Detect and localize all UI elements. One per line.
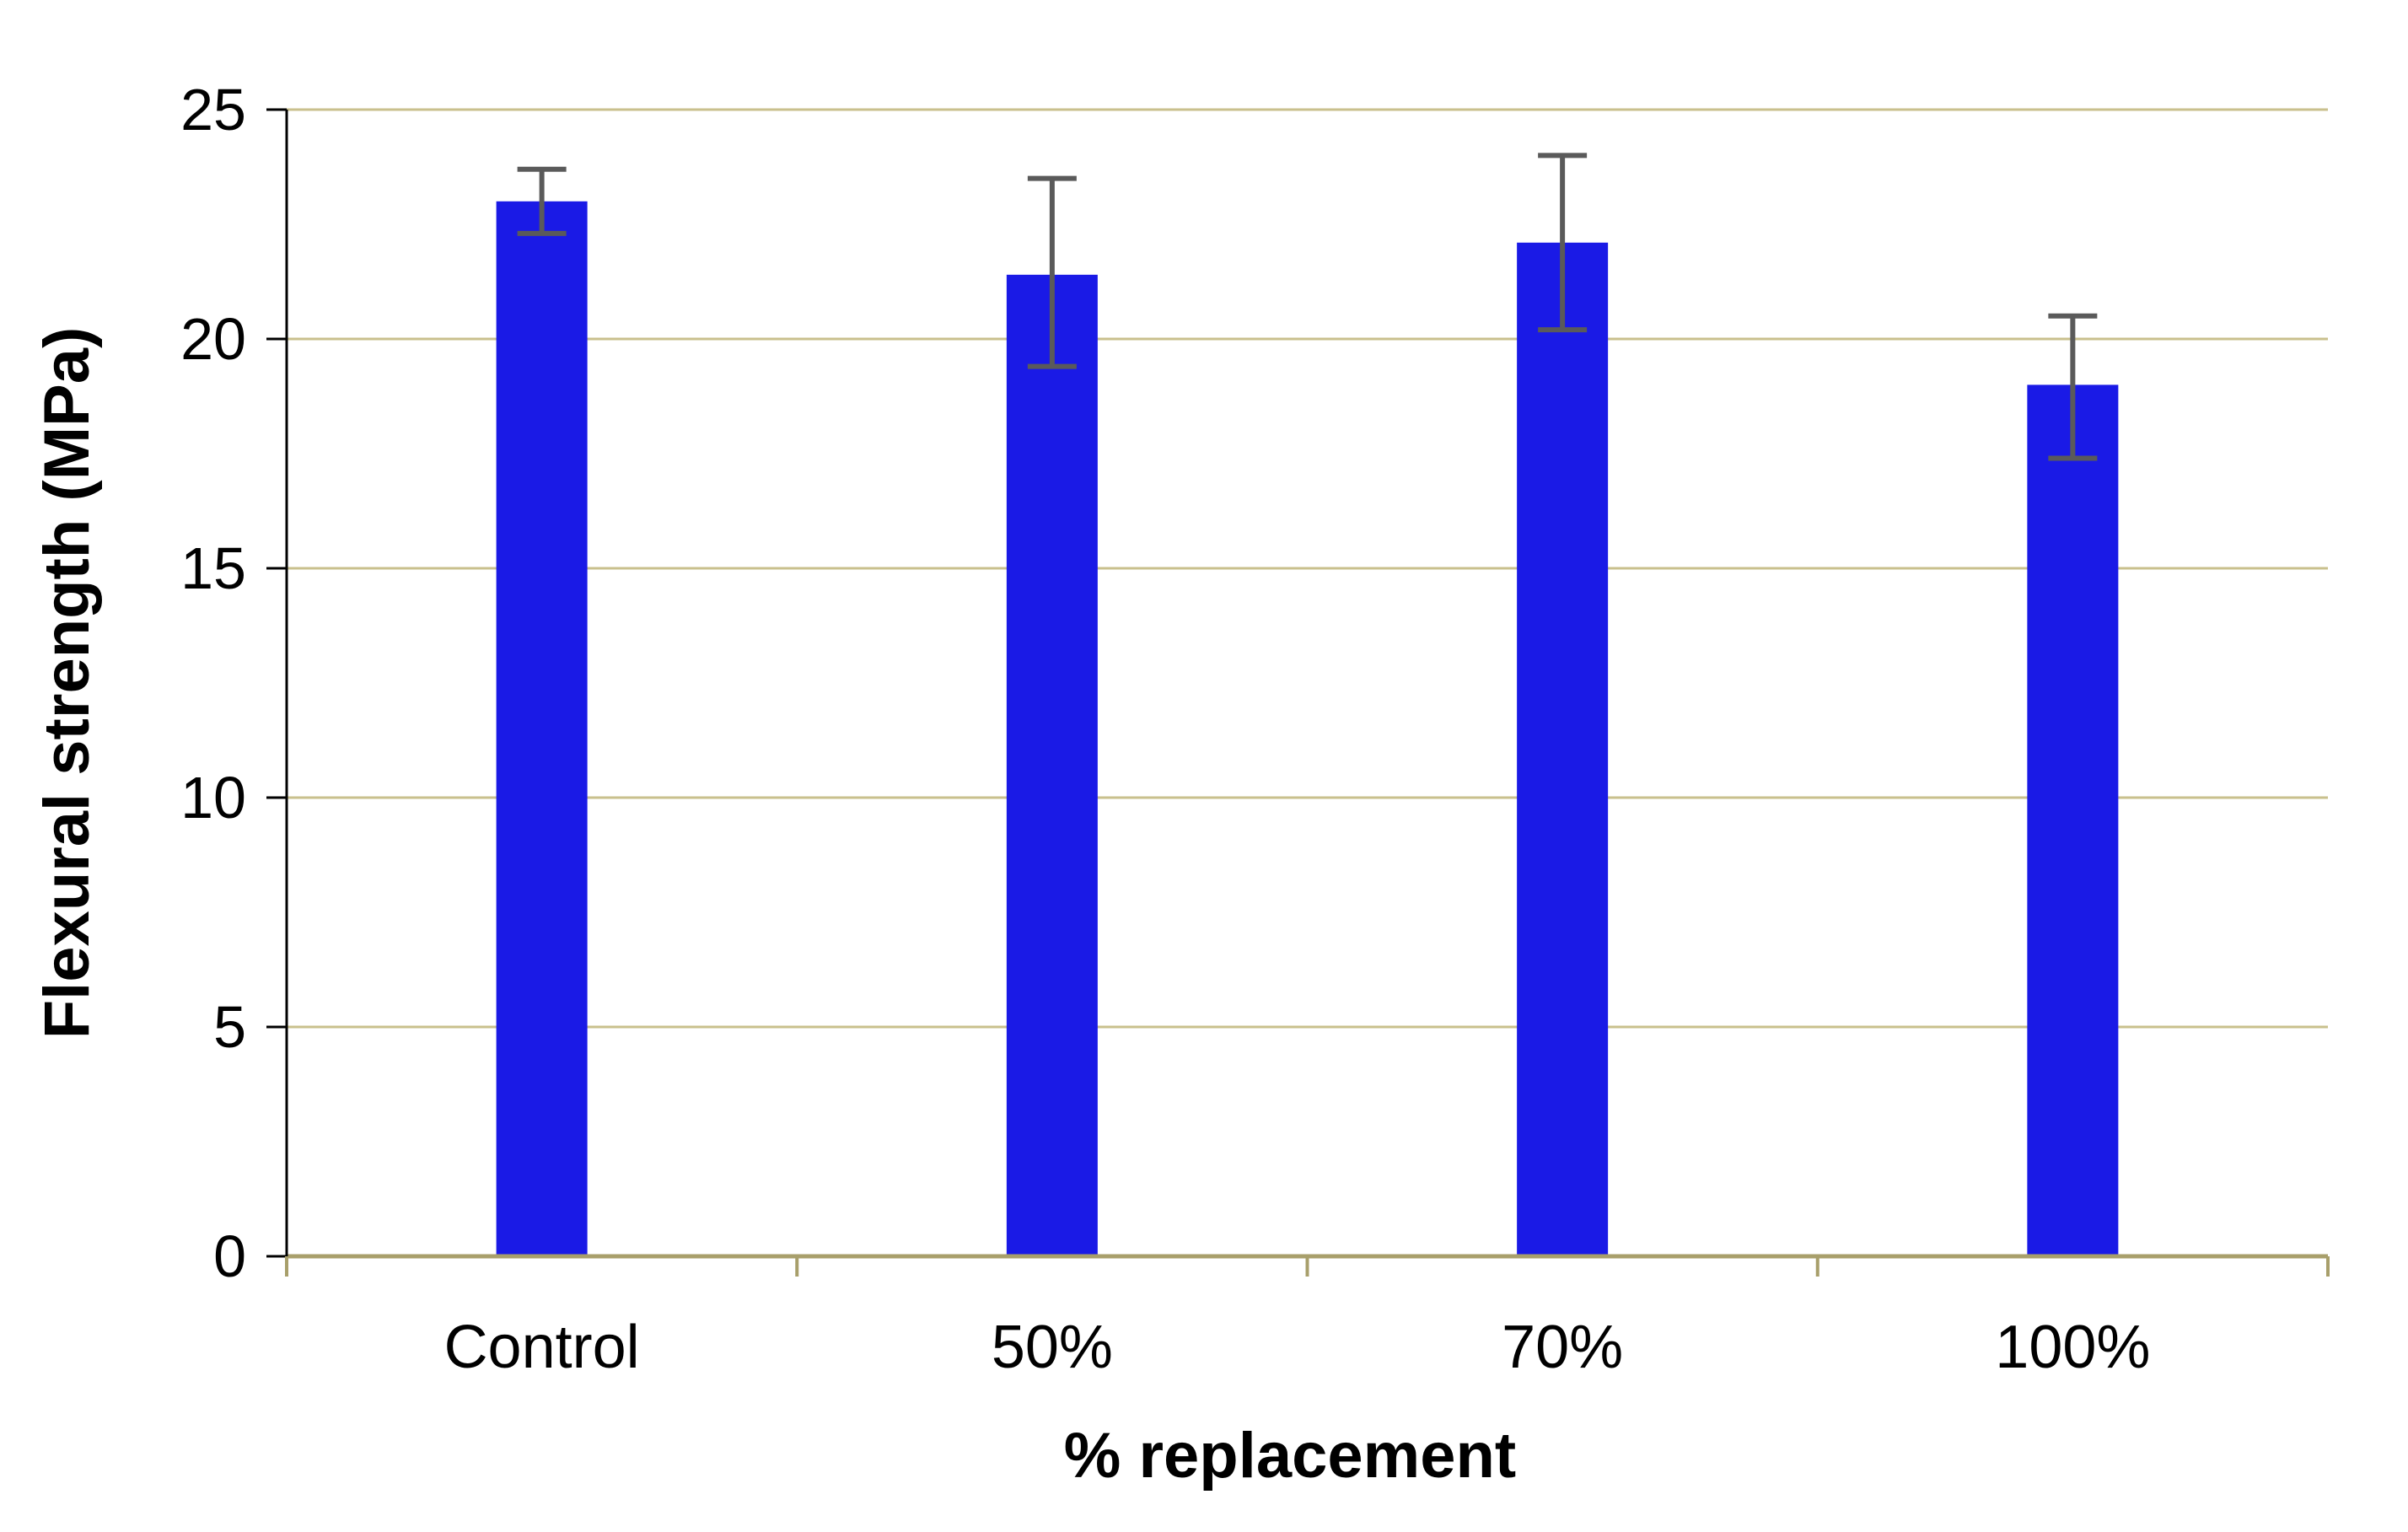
x-axis-title: % replacement [1064, 1420, 1516, 1492]
y-tick-label: 10 [180, 765, 246, 831]
gridlines [287, 108, 2328, 1029]
bar-1 [1006, 274, 1098, 1257]
axes [266, 108, 2330, 1277]
x-category-label-0: Control [444, 1314, 640, 1381]
y-tick-label: 25 [180, 77, 246, 142]
x-tick-labels: Control 50% 70% 100% [444, 1314, 2151, 1381]
bar-3 [2027, 384, 2119, 1256]
y-tick-label: 20 [180, 306, 246, 372]
x-category-label-1: 50% [992, 1314, 1113, 1381]
error-bars [517, 153, 2098, 461]
y-tick-label: 5 [213, 994, 246, 1060]
x-category-label-2: 70% [1502, 1314, 1623, 1381]
y-tick-labels: 0 5 10 15 20 25 [180, 77, 246, 1289]
y-axis-title: Flexural strength (MPa) [31, 327, 103, 1040]
y-tick-label: 0 [213, 1223, 246, 1289]
bars [496, 201, 2119, 1257]
x-category-label-3: 100% [1995, 1314, 2150, 1381]
bar-0 [496, 201, 588, 1256]
y-tick-label: 15 [180, 535, 246, 601]
bar-2 [1517, 242, 1609, 1256]
